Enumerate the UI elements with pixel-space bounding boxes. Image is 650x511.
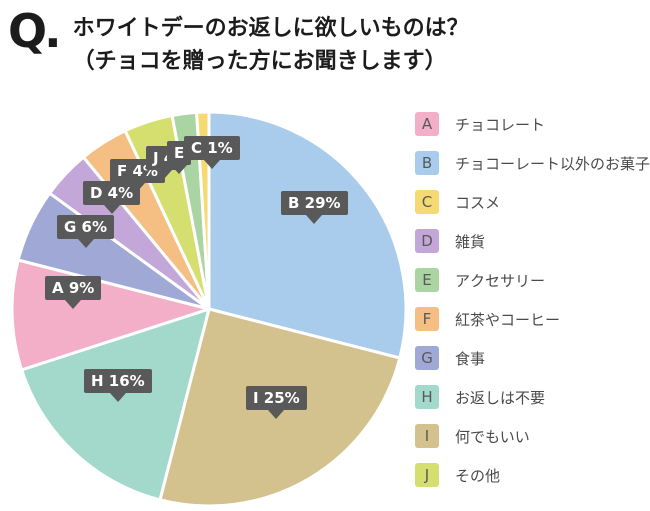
legend-label-I: 何でもいい — [455, 427, 530, 446]
legend-label-F: 紅茶やコーヒー — [455, 310, 561, 329]
callout-G: G 6% — [57, 215, 115, 239]
question-title-line2: （チョコを贈った方にお聞きします） — [72, 49, 447, 74]
legend-item-F: F 紅茶やコーヒー — [415, 307, 650, 331]
legend-item-B: B チョコーレート以外のお菓子 — [415, 151, 650, 175]
legend-swatch-J: J — [415, 463, 439, 487]
callout-A: A 9% — [45, 276, 102, 300]
legend-label-D: 雑貨 — [455, 232, 486, 251]
legend-label-G: 食事 — [455, 349, 486, 368]
legend-item-J: J その他 — [415, 463, 650, 487]
callout-C: C 1% — [184, 136, 240, 160]
callout-I: I 25% — [246, 386, 307, 410]
legend-item-E: E アクセサリー — [415, 268, 650, 292]
legend: A チョコレート B チョコーレート以外のお菓子 C コスメ D 雑貨 E アクセサリー F 紅茶やコ… — [415, 112, 650, 502]
legend-swatch-D: D — [415, 229, 439, 253]
legend-label-B: チョコーレート以外のお菓子 — [455, 154, 650, 173]
legend-item-H: H お返しは不要 — [415, 385, 650, 409]
legend-label-A: チョコレート — [455, 115, 546, 134]
pie-slice-B — [207, 110, 408, 360]
legend-label-E: アクセサリー — [455, 271, 546, 290]
q-mark: Q. — [8, 4, 62, 58]
legend-label-C: コスメ — [455, 193, 501, 212]
legend-item-I: I 何でもいい — [415, 424, 650, 448]
legend-swatch-E: E — [415, 268, 439, 292]
legend-swatch-I: I — [415, 424, 439, 448]
legend-item-C: C コスメ — [415, 190, 650, 214]
question-title: ホワイトデーのお返しに欲しいものは？ （チョコを贈った方にお聞きします） — [73, 6, 469, 78]
question-title-line1: ホワイトデーのお返しに欲しいものは？ — [72, 16, 469, 41]
callout-B: B 29% — [281, 191, 348, 215]
legend-label-J: その他 — [455, 466, 501, 485]
legend-item-G: G 食事 — [415, 346, 650, 370]
question-header: Q. ホワイトデーのお返しに欲しいものは？ （チョコを贈った方にお聞きします） — [8, 6, 469, 78]
legend-swatch-G: G — [415, 346, 439, 370]
pie-slice-H — [20, 307, 211, 502]
legend-swatch-F: F — [415, 307, 439, 331]
legend-item-A: A チョコレート — [415, 112, 650, 136]
legend-swatch-C: C — [415, 190, 439, 214]
legend-swatch-B: B — [415, 151, 439, 175]
callout-H: H 16% — [84, 369, 152, 393]
legend-item-D: D 雑貨 — [415, 229, 650, 253]
legend-swatch-A: A — [415, 112, 439, 136]
legend-swatch-H: H — [415, 385, 439, 409]
legend-label-H: お返しは不要 — [455, 388, 546, 407]
